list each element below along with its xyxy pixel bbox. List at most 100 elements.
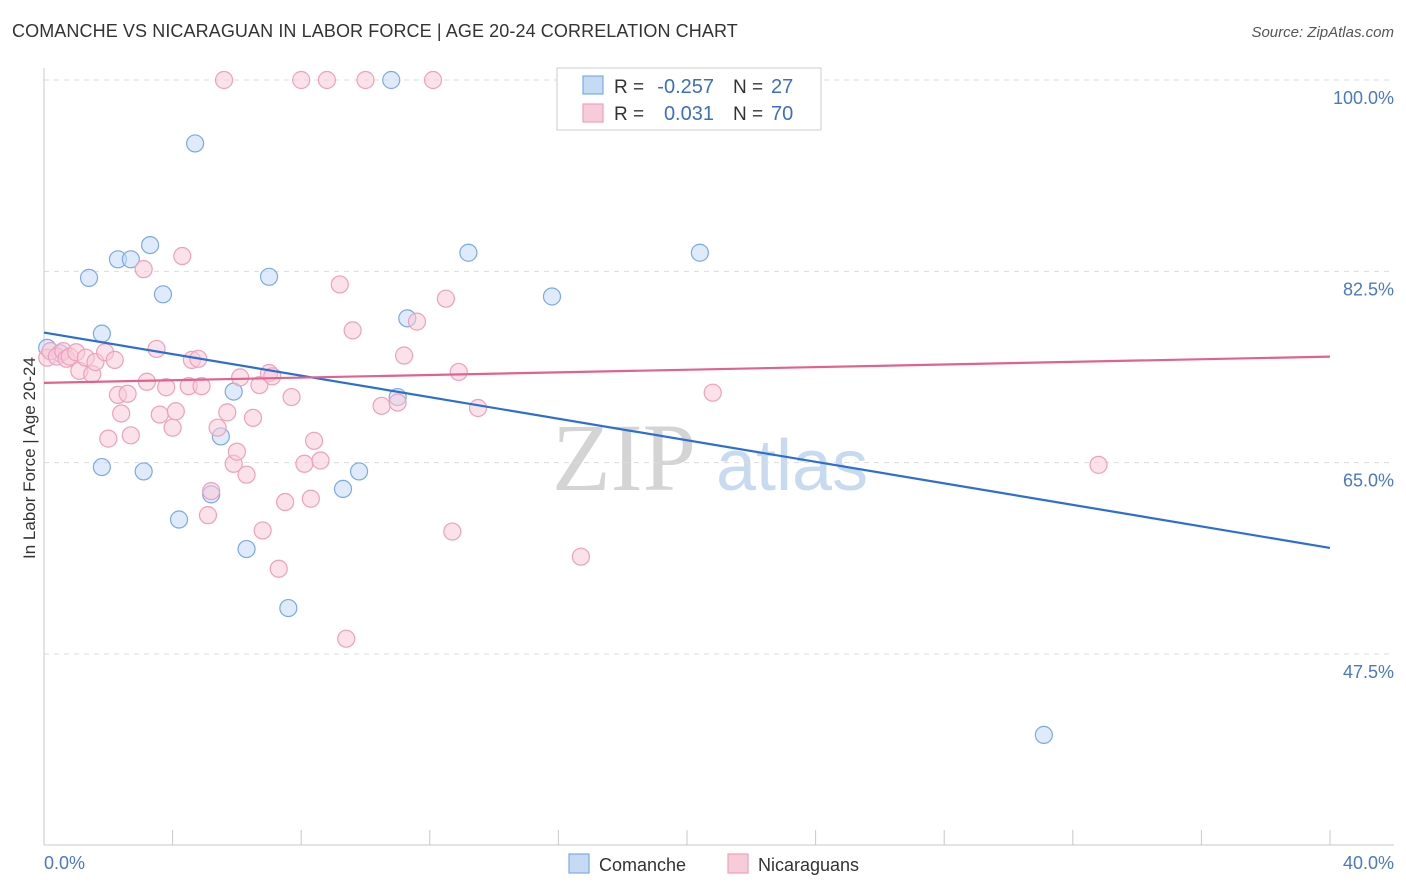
point-nicaraguans	[134, 260, 153, 279]
point-nicaraguans	[121, 426, 140, 445]
point-nicaraguans	[269, 559, 288, 578]
chart-title: COMANCHE VS NICARAGUAN IN LABOR FORCE | …	[12, 21, 738, 41]
y-tick-label: 47.5%	[1343, 662, 1394, 682]
x-axis-ticks	[172, 830, 1331, 845]
stats-n-value-comanche: 27	[771, 76, 793, 98]
point-comanche	[186, 134, 205, 153]
trend-line-nicaraguans	[43, 355, 1331, 384]
point-nicaraguans	[198, 506, 218, 525]
point-nicaraguans	[407, 312, 427, 331]
point-nicaraguans	[173, 246, 192, 266]
point-nicaraguans	[292, 70, 311, 90]
point-nicaraguans	[99, 429, 118, 448]
point-nicaraguans	[394, 346, 414, 365]
point-nicaraguans	[388, 393, 407, 412]
watermark: ZIP atlas	[552, 404, 868, 511]
point-nicaraguans	[337, 629, 356, 648]
point-nicaraguans	[436, 289, 455, 308]
point-comanche	[259, 267, 279, 286]
point-nicaraguans	[192, 377, 211, 396]
point-nicaraguans	[295, 454, 314, 473]
point-comanche	[690, 243, 709, 262]
x-tick-label-min: 0.0%	[44, 853, 85, 873]
point-nicaraguans	[231, 368, 250, 387]
stats-n-label-2: N =	[733, 104, 763, 125]
x-tick-label-max: 40.0%	[1343, 853, 1394, 873]
point-comanche	[79, 268, 99, 287]
point-nicaraguans	[703, 383, 722, 402]
point-nicaraguans	[330, 275, 349, 294]
point-nicaraguans	[1089, 455, 1108, 474]
legend-label-comanche: Comanche	[599, 855, 686, 875]
y-axis-title: In Labor Force | Age 20-24	[20, 357, 39, 559]
point-nicaraguans	[356, 70, 375, 90]
point-nicaraguans	[237, 465, 256, 484]
legend-label-nicaraguans: Nicaraguans	[758, 855, 859, 875]
point-nicaraguans	[202, 481, 221, 501]
point-comanche	[382, 70, 401, 90]
point-nicaraguans	[227, 442, 246, 461]
stats-n-value-nicaraguans: 70	[771, 103, 793, 125]
point-comanche	[140, 235, 160, 255]
trend-line-comanche	[43, 331, 1331, 550]
trend-lines	[43, 331, 1331, 550]
point-nicaraguans	[372, 396, 391, 415]
legend-swatch-nicaraguans	[727, 853, 749, 874]
point-comanche	[279, 598, 298, 618]
point-comanche	[349, 462, 369, 481]
point-comanche	[237, 539, 256, 559]
source-label: Source: ZipAtlas.com	[1251, 24, 1394, 41]
stats-swatch-nicaraguans	[582, 103, 604, 123]
point-nicaraguans	[214, 70, 234, 90]
point-comanche	[92, 457, 111, 477]
y-tick-label: 82.5%	[1343, 279, 1394, 299]
point-nicaraguans	[253, 521, 272, 540]
point-comanche	[121, 250, 140, 269]
legend: Comanche Nicaraguans	[568, 853, 859, 875]
point-nicaraguans	[112, 404, 131, 423]
point-comanche	[153, 285, 173, 304]
y-tick-label: 100.0%	[1333, 88, 1394, 108]
stats-r-value-comanche: -0.257	[657, 76, 714, 98]
point-nicaraguans	[468, 398, 488, 418]
stats-n-label-1: N =	[733, 77, 763, 98]
legend-swatch-comanche	[568, 853, 590, 874]
data-points	[38, 70, 1108, 745]
point-nicaraguans	[105, 350, 124, 369]
point-comanche	[1034, 725, 1053, 745]
stats-swatch-comanche	[582, 75, 604, 95]
point-nicaraguans	[157, 378, 176, 397]
point-nicaraguans	[147, 339, 166, 359]
point-nicaraguans	[243, 408, 263, 427]
watermark-zip: ZIP	[552, 404, 696, 511]
point-comanche	[134, 462, 153, 481]
point-nicaraguans	[301, 489, 320, 508]
point-comanche	[333, 479, 353, 499]
stats-r-value-nicaraguans: 0.031	[664, 103, 714, 125]
point-nicaraguans	[166, 402, 185, 421]
point-nicaraguans	[118, 384, 137, 403]
point-nicaraguans	[282, 387, 301, 407]
point-nicaraguans	[343, 321, 362, 340]
stats-r-label-1: R =	[614, 77, 644, 98]
point-comanche	[92, 324, 111, 343]
series-comanche	[38, 70, 1053, 745]
point-nicaraguans	[208, 418, 227, 437]
point-comanche	[542, 287, 562, 306]
stats-box: R = -0.257 N = 27 R = 0.031 N = 70	[556, 67, 822, 131]
point-nicaraguans	[250, 375, 269, 395]
point-nicaraguans	[150, 405, 169, 424]
y-tick-labels: 47.5% 65.0% 82.5% 100.0%	[1333, 88, 1394, 682]
point-nicaraguans	[449, 362, 468, 382]
point-comanche	[169, 510, 189, 529]
point-nicaraguans	[423, 70, 443, 90]
stats-r-label-2: R =	[614, 104, 644, 125]
y-tick-label: 65.0%	[1343, 471, 1394, 491]
point-nicaraguans	[218, 403, 237, 422]
point-nicaraguans	[443, 522, 462, 541]
point-comanche	[459, 243, 478, 262]
point-nicaraguans	[276, 492, 295, 512]
point-nicaraguans	[317, 70, 337, 90]
point-nicaraguans	[163, 418, 182, 437]
